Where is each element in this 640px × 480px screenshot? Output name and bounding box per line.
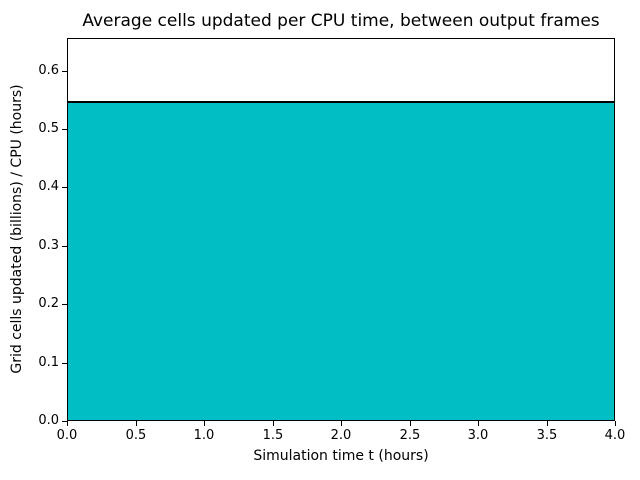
y-tick-label: 0.5 [38, 121, 59, 136]
y-tick-mark [62, 421, 67, 422]
x-tick-mark [273, 421, 274, 426]
x-tick-mark [615, 421, 616, 426]
y-tick-mark [62, 187, 67, 188]
x-tick-label: 2.5 [399, 428, 421, 443]
x-tick-label: 0.0 [56, 428, 78, 443]
y-tick-mark [62, 246, 67, 247]
x-tick-label: 2.0 [330, 428, 352, 443]
y-tick-mark [62, 363, 67, 364]
x-tick-label: 1.0 [193, 428, 215, 443]
x-tick-mark [410, 421, 411, 426]
x-tick-label: 0.5 [125, 428, 147, 443]
y-tick-label: 0.4 [38, 179, 59, 194]
y-tick-label: 0.0 [38, 413, 59, 428]
area-series [68, 101, 614, 420]
x-tick-mark [478, 421, 479, 426]
y-tick-label: 0.1 [38, 355, 59, 370]
x-tick-label: 4.0 [604, 428, 626, 443]
x-tick-label: 3.5 [536, 428, 558, 443]
x-tick-mark [204, 421, 205, 426]
x-tick-label: 1.5 [262, 428, 284, 443]
x-tick-mark [547, 421, 548, 426]
y-tick-label: 0.3 [38, 238, 59, 253]
x-tick-mark [341, 421, 342, 426]
y-tick-label: 0.6 [38, 63, 59, 78]
plot-area [67, 38, 615, 421]
x-axis-label: Simulation time t (hours) [253, 448, 429, 464]
x-tick-mark [136, 421, 137, 426]
x-tick-label: 3.0 [467, 428, 489, 443]
y-tick-mark [62, 129, 67, 130]
chart-title: Average cells updated per CPU time, betw… [82, 11, 600, 31]
y-tick-label: 0.2 [38, 296, 59, 311]
y-tick-mark [62, 71, 67, 72]
x-tick-mark [67, 421, 68, 426]
y-tick-mark [62, 304, 67, 305]
